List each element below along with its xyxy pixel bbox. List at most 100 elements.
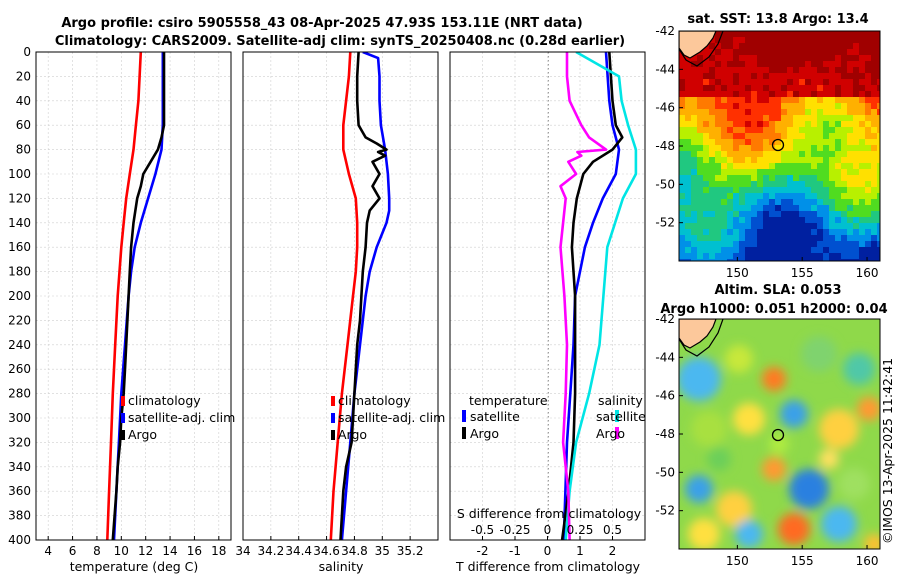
sst-cell: [853, 121, 860, 128]
sst-cell: [847, 217, 854, 224]
sst-cell: [811, 211, 818, 218]
sst-cell: [799, 85, 806, 92]
sst-cell: [769, 187, 776, 194]
sst-cell: [865, 217, 872, 224]
sst-cell: [757, 139, 764, 146]
sst-cell: [871, 115, 878, 122]
sst-cell: [859, 163, 866, 170]
sst-cell: [709, 211, 716, 218]
sst-cell: [817, 73, 824, 80]
sst-cell: [739, 37, 746, 44]
depth-tick-label: 360: [8, 484, 31, 498]
sst-cell: [847, 115, 854, 122]
sst-cell: [733, 259, 740, 261]
sst-cell: [751, 181, 758, 188]
sst-cell: [757, 193, 764, 200]
sst-cell: [775, 253, 782, 260]
sst-cell: [835, 109, 842, 116]
sst-cell: [781, 157, 788, 164]
sst-cell: [757, 157, 764, 164]
sst-cell: [757, 145, 764, 152]
sst-cell: [685, 115, 692, 122]
sst-cell: [685, 211, 692, 218]
sst-cell: [775, 187, 782, 194]
sst-cell: [703, 163, 710, 170]
sst-cell: [751, 67, 758, 74]
sla-anomaly: [762, 457, 786, 481]
sst-cell: [751, 163, 758, 170]
sst-cell: [775, 229, 782, 236]
sst-cell: [787, 115, 794, 122]
sst-cell: [697, 187, 704, 194]
sst-cell: [817, 247, 824, 254]
sst-cell: [787, 259, 794, 261]
sst-cell: [823, 91, 830, 98]
sst-cell: [805, 121, 812, 128]
sst-cell: [715, 133, 722, 140]
sst-cell: [835, 253, 842, 260]
sst-cell: [859, 205, 866, 212]
sst-cell: [859, 37, 866, 44]
sst-cell: [769, 145, 776, 152]
sst-cell: [727, 229, 734, 236]
sst-cell: [841, 49, 848, 56]
sst-cell: [841, 235, 848, 242]
sst-cell: [691, 55, 698, 62]
sst-cell: [745, 37, 752, 44]
sst-cell: [727, 235, 734, 242]
sst-cell: [769, 49, 776, 56]
sst-cell: [877, 121, 880, 128]
sst-cell: [787, 223, 794, 230]
series-salinity-satellite: [564, 52, 638, 540]
sst-cell: [835, 43, 842, 50]
sst-cell: [859, 253, 866, 260]
sst-cell: [697, 223, 704, 230]
sst-cell: [721, 85, 728, 92]
sst-cell: [685, 247, 692, 254]
sst-cell: [847, 175, 854, 182]
lat-tick-label: -52: [655, 504, 675, 518]
sst-cell: [829, 259, 836, 261]
sst-cell: [787, 49, 794, 56]
sst-cell: [715, 31, 722, 38]
sst-cell: [829, 43, 836, 50]
sst-cell: [709, 157, 716, 164]
sst-cell: [811, 217, 818, 224]
sst-cell: [793, 169, 800, 176]
sst-cell: [859, 67, 866, 74]
sst-cell: [733, 175, 740, 182]
sst-cell: [715, 175, 722, 182]
sst-cell: [697, 115, 704, 122]
sst-cell: [793, 151, 800, 158]
sst-cell: [787, 43, 794, 50]
sst-cell: [835, 217, 842, 224]
sst-cell: [817, 55, 824, 62]
sst-cell: [823, 175, 830, 182]
sst-cell: [775, 43, 782, 50]
sst-cell: [865, 61, 872, 68]
imos-credit: ©IMOS 13-Apr-2025 11:42:41: [880, 358, 895, 544]
sst-cell: [739, 217, 746, 224]
sst-cell: [679, 157, 686, 164]
sst-cell: [691, 235, 698, 242]
sst-cell: [727, 151, 734, 158]
sst-cell: [709, 241, 716, 248]
sst-cell: [769, 139, 776, 146]
sst-cell: [757, 181, 764, 188]
sst-cell: [757, 253, 764, 260]
sst-cell: [805, 235, 812, 242]
sst-cell: [769, 127, 776, 134]
sst-cell: [877, 67, 880, 74]
sst-cell: [841, 91, 848, 98]
sst-cell: [745, 49, 752, 56]
sst-cell: [679, 91, 686, 98]
sla-anomaly: [843, 353, 875, 385]
sst-cell: [799, 199, 806, 206]
sst-cell: [823, 115, 830, 122]
sst-cell: [853, 103, 860, 110]
sst-cell: [847, 235, 854, 242]
sst-cell: [847, 73, 854, 80]
sst-cell: [823, 187, 830, 194]
sst-cell: [733, 121, 740, 128]
sst-cell: [871, 241, 878, 248]
